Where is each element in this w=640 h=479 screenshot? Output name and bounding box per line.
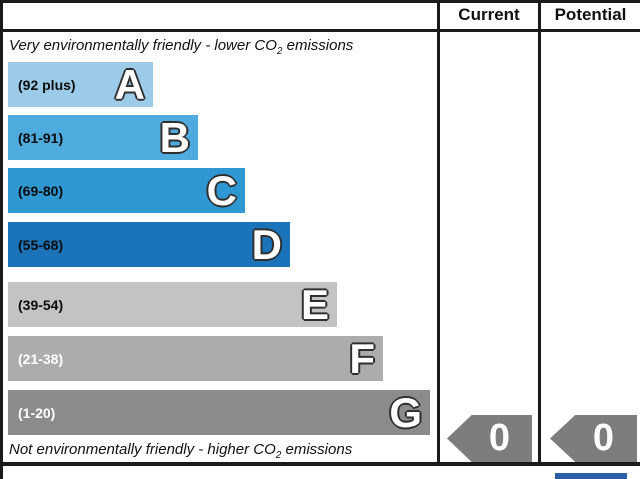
band-g-range-label: (1-20) bbox=[18, 404, 56, 421]
table-top-border bbox=[0, 0, 640, 3]
band-f-range-label: (21-38) bbox=[18, 350, 64, 367]
band-e-range-label: (39-54) bbox=[18, 296, 64, 313]
band-g: (1-20) G bbox=[8, 390, 430, 435]
band-b-range-label: (81-91) bbox=[18, 129, 64, 146]
potential-column-header: Potential bbox=[554, 5, 627, 24]
band-c: (69-80) C bbox=[8, 168, 245, 213]
header-separator-border bbox=[0, 29, 640, 32]
band-c-range-label: (69-80) bbox=[18, 182, 64, 199]
band-e: (39-54) E bbox=[8, 282, 337, 327]
current-column-header: Current bbox=[458, 5, 520, 24]
band-d-letter: D bbox=[251, 220, 282, 268]
table-left-border bbox=[0, 0, 3, 479]
band-f-letter: F bbox=[349, 334, 375, 382]
band-a: (92 plus) A bbox=[8, 62, 153, 107]
current-column-divider bbox=[437, 0, 440, 462]
bottom-note: Not environmentally friendly - higher CO… bbox=[9, 441, 352, 461]
band-d: (55-68) D bbox=[8, 222, 290, 267]
top-note-subscript: 2 bbox=[276, 46, 283, 57]
band-f: (21-38) F bbox=[8, 336, 383, 381]
bottom-note-subscript: 2 bbox=[275, 450, 282, 461]
eu-flag-box-edge bbox=[555, 473, 627, 479]
band-a-letter: A bbox=[114, 60, 145, 108]
potential-rating-value: 0 bbox=[592, 417, 615, 459]
band-b-letter: B bbox=[159, 113, 190, 161]
bottom-note-suffix: emissions bbox=[281, 441, 353, 458]
potential-column-divider bbox=[538, 0, 541, 462]
top-note-suffix: emissions bbox=[282, 37, 354, 54]
band-e-letter: E bbox=[300, 280, 329, 328]
top-note-text: Very environmentally friendly - lower CO bbox=[9, 37, 277, 54]
bottom-note-text: Not environmentally friendly - higher CO bbox=[9, 441, 276, 458]
band-d-range-label: (55-68) bbox=[18, 236, 64, 253]
band-a-range-label: (92 plus) bbox=[18, 76, 76, 93]
band-b: (81-91) B bbox=[8, 115, 198, 160]
potential-rating-arrow: 0 bbox=[550, 415, 637, 462]
top-note: Very environmentally friendly - lower CO… bbox=[9, 37, 353, 57]
band-c-letter: C bbox=[206, 166, 237, 214]
table-bottom-border bbox=[0, 462, 640, 466]
current-rating-arrow: 0 bbox=[447, 415, 532, 462]
current-rating-value: 0 bbox=[488, 417, 511, 459]
band-g-letter: G bbox=[389, 388, 422, 436]
